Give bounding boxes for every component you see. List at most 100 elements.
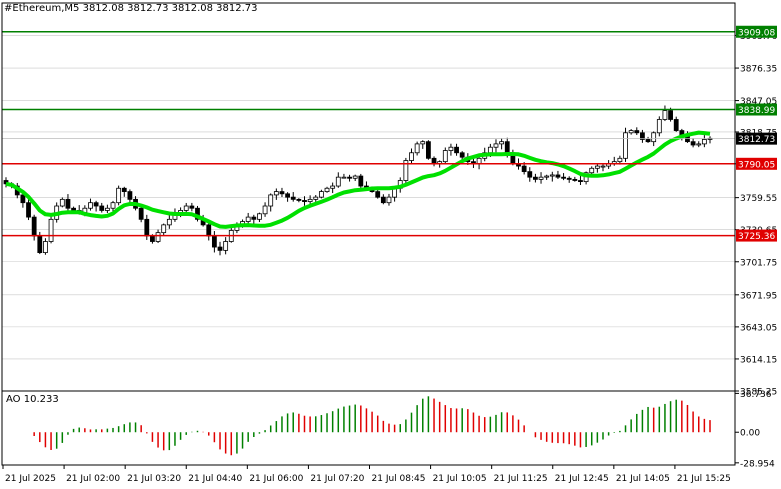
candle-body xyxy=(628,130,634,134)
candle-body xyxy=(183,205,189,211)
candle-body xyxy=(262,205,268,215)
candle-body xyxy=(88,202,93,209)
candle-body xyxy=(459,152,465,158)
ao-panel-border xyxy=(1,390,736,466)
price-y-tick-label: 3614.15 xyxy=(740,355,777,365)
candle-body xyxy=(690,141,696,146)
candle-body xyxy=(634,130,640,134)
candle-body xyxy=(302,200,307,202)
axes: 3905.763876.353847.053818.753759.553730.… xyxy=(1,2,777,484)
x-tick-label: 21 Jul 14:05 xyxy=(616,474,670,484)
candle-body xyxy=(26,202,31,218)
candle-body xyxy=(696,143,702,146)
candle-body xyxy=(217,246,223,251)
candle-body xyxy=(594,165,600,169)
candle-body xyxy=(138,207,144,220)
candle-body xyxy=(166,218,172,226)
candle-body xyxy=(121,187,127,192)
candle-body xyxy=(572,178,578,181)
level-tag-resistance xyxy=(736,103,777,116)
ao-panel[interactable] xyxy=(6,396,711,456)
candle-body xyxy=(116,187,122,204)
candle-body xyxy=(251,216,257,220)
level-tag-label: 3790.05 xyxy=(738,160,775,170)
candle-body xyxy=(273,191,279,196)
candle-body xyxy=(99,205,105,211)
candle-body xyxy=(476,157,482,165)
candle-body xyxy=(425,141,431,159)
candle-body xyxy=(640,132,645,140)
candle-body xyxy=(504,141,510,154)
level-tag-support xyxy=(736,157,777,170)
level-tag-label: 3725.36 xyxy=(738,232,775,242)
candle-body xyxy=(211,235,217,248)
candle-body xyxy=(442,150,448,163)
current-price-tag xyxy=(736,132,777,145)
candle-body xyxy=(341,176,347,179)
ao-indicator-label: AO 10.233 xyxy=(6,394,59,405)
x-tick-label: 21 Jul 12:45 xyxy=(555,474,609,484)
candle-body xyxy=(31,216,37,237)
candle-body xyxy=(307,198,313,202)
price-y-tick-label: 3759.55 xyxy=(740,194,777,204)
level-tag-label: 3909.08 xyxy=(738,28,775,38)
candle-body xyxy=(701,139,707,145)
candle-body xyxy=(549,174,555,177)
candle-body xyxy=(296,198,302,201)
candle-body xyxy=(499,141,505,145)
price-y-tick-label: 3671.95 xyxy=(740,291,777,301)
candle-body xyxy=(386,196,392,204)
candle-body xyxy=(561,176,566,179)
candle-body xyxy=(493,143,499,148)
candle-body xyxy=(617,157,623,163)
candle-body xyxy=(161,224,167,234)
x-tick-label: 21 Jul 08:45 xyxy=(372,474,426,484)
price-y-tick-label: 3701.75 xyxy=(740,258,777,268)
candle-body xyxy=(454,146,459,154)
candle-body xyxy=(656,119,662,134)
candle-body xyxy=(65,198,71,209)
candle-body xyxy=(578,180,583,183)
candle-body xyxy=(544,175,550,178)
candle-body xyxy=(155,232,161,242)
candle-body xyxy=(409,152,414,161)
x-tick-label: 21 Jul 06:00 xyxy=(249,474,303,484)
candle-body xyxy=(589,167,595,174)
candle-body xyxy=(71,207,76,211)
candle-body xyxy=(533,176,538,180)
price-y-tick-label: 3585.25 xyxy=(740,388,777,398)
candle-body xyxy=(206,224,212,237)
candle-body xyxy=(487,146,493,154)
candle-body xyxy=(555,174,561,178)
candle-body xyxy=(318,191,324,198)
x-tick-label: 21 Jul 03:20 xyxy=(127,474,181,484)
price-y-tick-label: 3643.05 xyxy=(740,323,777,333)
candle-body xyxy=(335,176,341,187)
candle-body xyxy=(324,187,330,192)
candle-body xyxy=(403,160,409,181)
candle-body xyxy=(150,235,155,242)
candle-body xyxy=(375,191,381,198)
candle-body xyxy=(59,198,65,207)
x-tick-label: 21 Jul 10:05 xyxy=(433,474,487,484)
candle-body xyxy=(223,241,229,251)
candle-body xyxy=(48,218,54,242)
candle-body xyxy=(651,132,657,143)
candle-body xyxy=(566,177,572,180)
ao-y-tick-label: 0.00 xyxy=(740,429,760,439)
candle-body xyxy=(144,218,150,237)
price-y-tick-label: 3847.05 xyxy=(740,97,777,107)
level-tag-resistance xyxy=(736,25,777,38)
candle-body xyxy=(37,235,43,254)
candle-body xyxy=(279,191,285,195)
candle-body xyxy=(43,241,48,254)
x-tick-label: 21 Jul 04:40 xyxy=(188,474,242,484)
candle-body xyxy=(20,194,26,204)
candle-body xyxy=(673,119,679,131)
price-y-tick-label: 3876.35 xyxy=(740,65,777,75)
level-tag-label: 3838.99 xyxy=(738,106,775,116)
x-tick-label: 21 Jul 07:20 xyxy=(310,474,364,484)
x-tick-label: 21 Jul 15:25 xyxy=(677,474,731,484)
